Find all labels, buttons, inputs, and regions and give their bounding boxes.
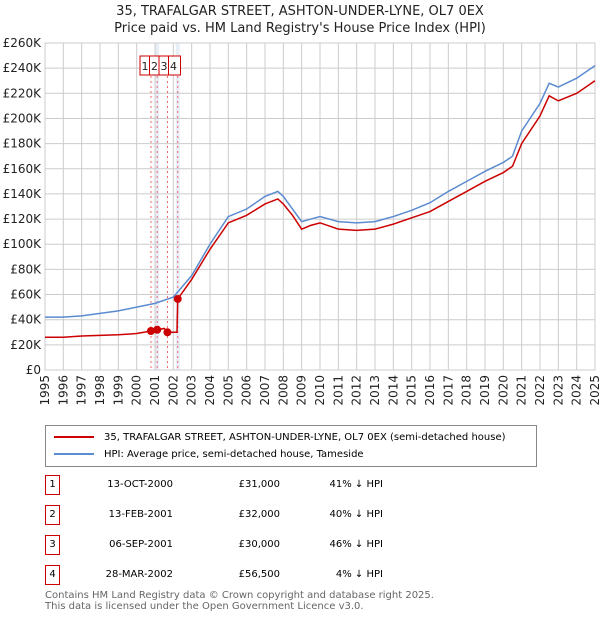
legend: 35, TRAFALGAR STREET, ASHTON-UNDER-LYNE,… bbox=[45, 425, 537, 467]
x-tick-label: 2016 bbox=[423, 375, 437, 406]
x-tick-label: 2024 bbox=[570, 375, 584, 406]
sale-number: 3 bbox=[45, 535, 60, 555]
sale-hpi-diff: 40% ↓ HPI bbox=[329, 509, 383, 520]
x-tick-label: 2018 bbox=[460, 375, 474, 406]
sale-row: 4 28-MAR-2002 £56,500 4% ↓ HPI bbox=[45, 565, 445, 585]
y-tick-label: £120K bbox=[3, 212, 43, 226]
x-tick-label: 2025 bbox=[588, 375, 600, 406]
chart-subtitle: Price paid vs. HM Land Registry's House … bbox=[114, 21, 486, 36]
sale-point bbox=[153, 325, 162, 334]
sale-price: £31,000 bbox=[238, 479, 280, 490]
legend-label-property: 35, TRAFALGAR STREET, ASHTON-UNDER-LYNE,… bbox=[104, 431, 506, 443]
sale-date: 13-FEB-2001 bbox=[108, 509, 173, 520]
x-tick-label: 2012 bbox=[350, 375, 364, 406]
x-tick-label: 2002 bbox=[166, 375, 180, 406]
sale-date: 28-MAR-2002 bbox=[105, 569, 173, 580]
y-tick-label: £40K bbox=[10, 313, 42, 327]
sale-price: £56,500 bbox=[238, 569, 280, 580]
y-tick-label: £260K bbox=[3, 36, 43, 50]
x-tick-label: 2021 bbox=[515, 375, 529, 406]
sale-row: 3 06-SEP-2001 £30,000 46% ↓ HPI bbox=[45, 535, 445, 555]
legend-label-hpi: HPI: Average price, semi-detached house,… bbox=[104, 448, 364, 460]
sale-hpi-diff: 41% ↓ HPI bbox=[329, 479, 383, 490]
x-tick-label: 2004 bbox=[203, 375, 217, 406]
plot-border bbox=[44, 42, 596, 371]
sale-hpi-diff: 46% ↓ HPI bbox=[329, 539, 383, 550]
y-tick-label: £140K bbox=[3, 187, 43, 201]
sale-point bbox=[146, 327, 155, 336]
y-tick-label: £240K bbox=[3, 61, 43, 75]
x-tick-label: 1995 bbox=[38, 375, 52, 406]
x-tick-label: 2006 bbox=[240, 375, 254, 406]
y-tick-label: £220K bbox=[3, 86, 43, 100]
x-tick-label: 2007 bbox=[258, 375, 272, 406]
x-tick-label: 2001 bbox=[148, 375, 162, 406]
x-tick-label: 2014 bbox=[386, 375, 400, 406]
x-tick-label: 2013 bbox=[368, 375, 382, 406]
y-tick-label: £80K bbox=[10, 262, 42, 276]
y-tick-label: £180K bbox=[3, 137, 43, 151]
y-tick-label: £100K bbox=[3, 237, 43, 251]
x-tick-label: 2017 bbox=[441, 375, 455, 406]
hpi-line bbox=[45, 65, 596, 318]
sale-marker-number: 4 bbox=[170, 60, 177, 73]
footer-line-2: This data is licensed under the Open Gov… bbox=[45, 601, 364, 612]
y-tick-label: £200K bbox=[3, 111, 43, 125]
y-tick-label: £20K bbox=[10, 338, 42, 352]
sale-price: £32,000 bbox=[238, 509, 280, 520]
sale-marker-number: 3 bbox=[161, 60, 168, 73]
sale-point bbox=[173, 294, 182, 303]
x-tick-label: 1998 bbox=[93, 375, 107, 406]
legend-swatch-hpi bbox=[54, 453, 94, 455]
x-tick-label: 2008 bbox=[276, 375, 290, 406]
footer: Contains HM Land Registry data © Crown c… bbox=[45, 590, 434, 612]
chart-title: 35, TRAFALGAR STREET, ASHTON-UNDER-LYNE,… bbox=[116, 4, 484, 19]
x-tick-label: 2020 bbox=[496, 375, 510, 406]
price-chart: £0 £20K £40K £60K £80K £100K £120K £140K £160K £1… bbox=[3, 36, 600, 406]
x-tick-label: 2000 bbox=[130, 375, 144, 406]
x-tick-label: 1997 bbox=[75, 375, 89, 406]
footer-line-1: Contains HM Land Registry data © Crown c… bbox=[45, 590, 434, 601]
x-tick-label: 2019 bbox=[478, 375, 492, 406]
sale-number: 1 bbox=[45, 475, 60, 495]
legend-swatch-property bbox=[54, 436, 94, 438]
sale-number: 2 bbox=[45, 505, 60, 525]
x-tick-label: 2005 bbox=[221, 375, 235, 406]
x-tick-label: 2010 bbox=[313, 375, 327, 406]
sale-number: 4 bbox=[45, 565, 60, 585]
x-tick-label: 1996 bbox=[56, 375, 70, 406]
sale-row: 2 13-FEB-2001 £32,000 40% ↓ HPI bbox=[45, 505, 445, 525]
x-tick-label: 2003 bbox=[185, 375, 199, 406]
sale-date: 13-OCT-2000 bbox=[107, 479, 173, 490]
sale-row: 1 13-OCT-2000 £31,000 41% ↓ HPI bbox=[45, 475, 445, 495]
x-tick-label: 1999 bbox=[111, 375, 125, 406]
x-tick-label: 2011 bbox=[331, 375, 345, 406]
x-tick-label: 2009 bbox=[295, 375, 309, 406]
y-tick-label: £0 bbox=[26, 363, 41, 377]
sale-marker-number: 1 bbox=[142, 60, 149, 73]
sale-price: £30,000 bbox=[238, 539, 280, 550]
y-tick-label: £160K bbox=[3, 162, 43, 176]
x-tick-label: 2023 bbox=[551, 375, 565, 406]
x-tick-label: 2015 bbox=[405, 375, 419, 406]
sale-marker-number: 2 bbox=[151, 60, 158, 73]
sale-marker-box bbox=[168, 55, 181, 76]
sale-date: 06-SEP-2001 bbox=[109, 539, 173, 550]
y-tick-label: £60K bbox=[10, 288, 42, 302]
sale-point bbox=[163, 328, 172, 337]
x-tick-label: 2022 bbox=[533, 375, 547, 406]
sale-hpi-diff: 4% ↓ HPI bbox=[335, 569, 383, 580]
